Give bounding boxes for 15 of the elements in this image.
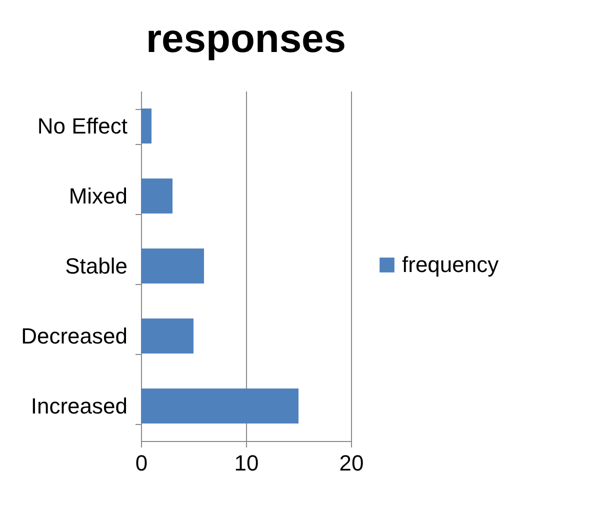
bar [141,388,298,424]
chart-title: responses [146,17,346,61]
x-tick-label: 0 [135,450,148,476]
y-tick-label: Stable [65,254,128,278]
legend-label: frequency [402,252,499,277]
y-tick-label: Increased [30,394,128,418]
bar [141,248,204,284]
y-tick-label: Decreased [21,324,128,348]
bar [141,108,152,144]
bar [141,318,194,354]
y-tick-label: No Effect [37,114,128,138]
x-tick-label: 20 [339,450,364,476]
y-tick-label: Mixed [68,184,128,208]
x-tick-label: 10 [234,450,259,476]
bar [141,178,172,214]
